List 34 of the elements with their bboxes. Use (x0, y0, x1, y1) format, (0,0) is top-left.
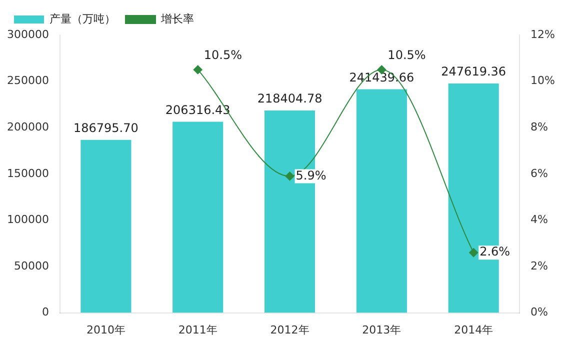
legend-label: 增长率 (160, 12, 194, 26)
y2-tick-label: 0% (530, 306, 548, 319)
x-tick-label: 2012年 (270, 323, 310, 336)
data-label: 10.5% (388, 48, 426, 62)
y2-tick-label: 12% (530, 28, 556, 41)
data-label: 218404.78 (257, 92, 322, 106)
y-tick-label: 300000 (6, 28, 49, 41)
data-label: 10.5% (204, 48, 242, 62)
bar (172, 122, 224, 313)
data-label: 5.9% (296, 168, 326, 182)
legend-label: 产量（万吨） (50, 12, 116, 26)
data-label: 247619.36 (441, 64, 506, 79)
point (285, 172, 294, 181)
x-tick-label: 2011年 (178, 323, 218, 336)
x-tick-label: 2013年 (362, 323, 402, 336)
y-tick-label: 150000 (6, 166, 49, 180)
y2-tick-label: 6% (530, 166, 548, 180)
bar (356, 89, 407, 313)
y-tick-label: 100000 (6, 213, 49, 226)
y2-tick-label: 2% (530, 259, 548, 272)
y2-tick-label: 10% (530, 74, 556, 88)
x-tick-label: 2014年 (454, 323, 494, 336)
point (469, 248, 478, 258)
bar (80, 140, 132, 313)
point (193, 65, 202, 74)
data-label: 2.6% (480, 244, 510, 259)
x-tick-label: 2010年 (86, 323, 126, 336)
y2-tick-label: 8% (530, 120, 548, 134)
y-tick-label: 50000 (14, 259, 49, 272)
y-tick-label: 0 (42, 306, 49, 319)
data-label: 186795.70 (74, 120, 138, 135)
y-tick-label: 200000 (6, 120, 49, 134)
y-tick-label: 250000 (6, 74, 49, 88)
y2-tick-label: 4% (530, 213, 548, 226)
